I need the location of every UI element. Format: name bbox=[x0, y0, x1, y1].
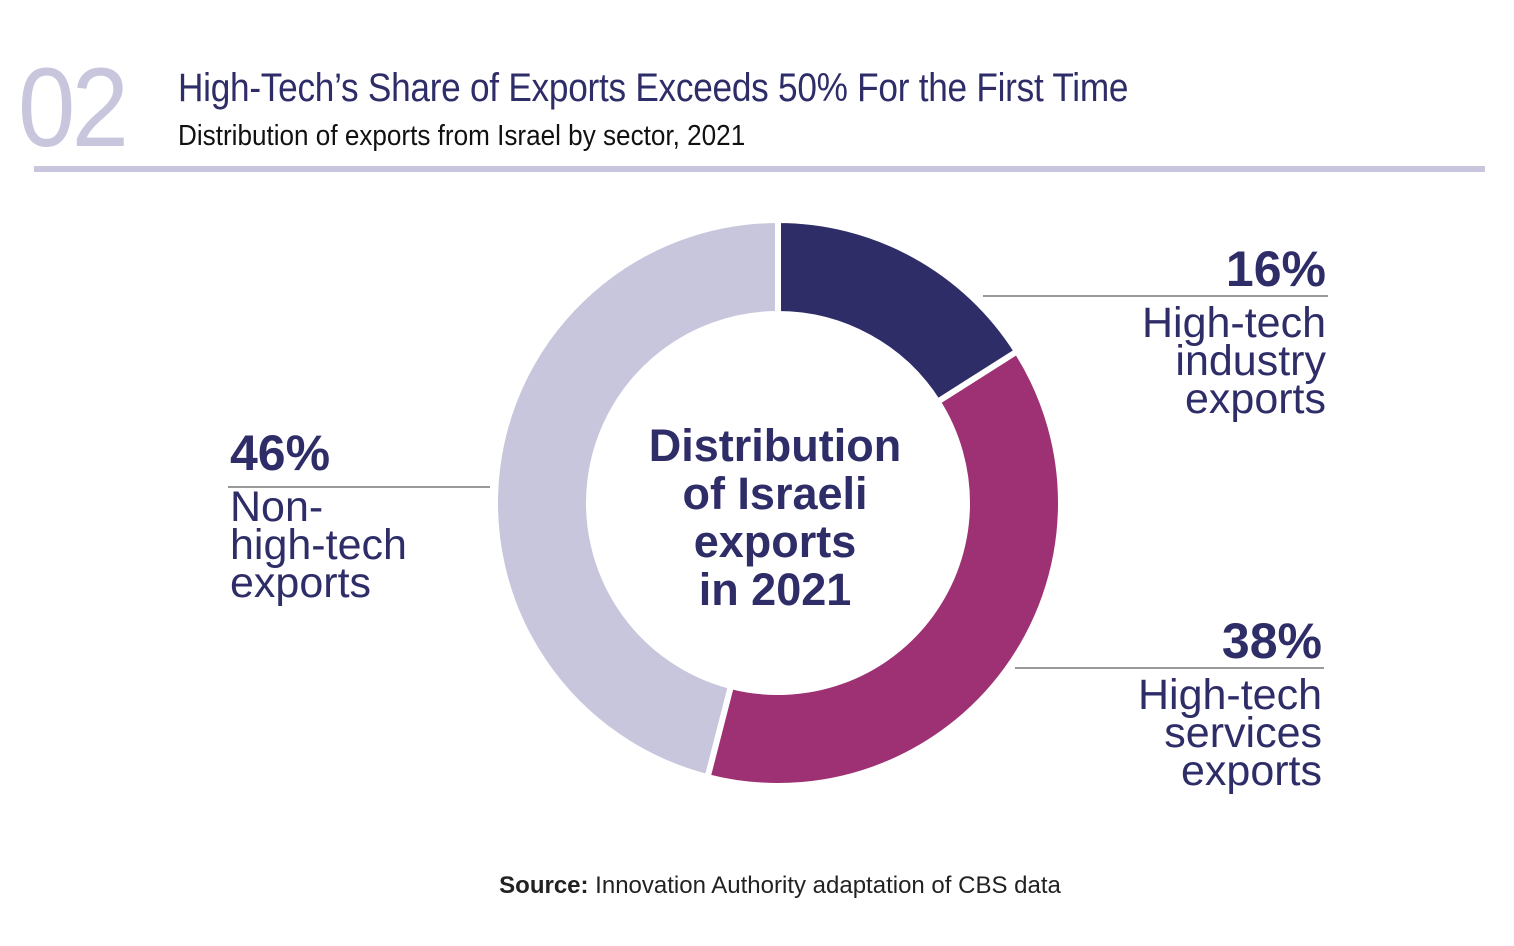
center-line: exports bbox=[693, 516, 857, 567]
chart-number: 02 bbox=[18, 45, 129, 170]
category-label: High-tech industry exports bbox=[1141, 299, 1326, 423]
center-line: of Israeli bbox=[682, 468, 868, 519]
chart-title: High-Tech’s Share of Exports Exceeds 50%… bbox=[178, 66, 1129, 110]
label-high-tech-services: 38% High-tech services exports bbox=[1137, 613, 1322, 795]
center-line: in 2021 bbox=[698, 564, 852, 615]
value-label: 46% bbox=[230, 425, 331, 481]
chart-subtitle: Distribution of exports from Israel by s… bbox=[178, 120, 746, 152]
category-label: High-tech services exports bbox=[1137, 671, 1322, 795]
label-non-high-tech: 46% Non-high-tech exports bbox=[230, 425, 407, 607]
donut-center-label: Distribution of Israeli exports in 2021 bbox=[620, 422, 930, 614]
value-label: 38% bbox=[1221, 613, 1322, 669]
category-label: Non-high-tech exports bbox=[230, 483, 407, 607]
source-note: Source: Innovation Authority adaptation … bbox=[499, 872, 1061, 899]
header-divider bbox=[34, 166, 1485, 172]
donut-slice-3 bbox=[492, 216, 781, 781]
donut-slice-2 bbox=[703, 347, 1064, 789]
label-high-tech-industry: 16% High-tech industry exports bbox=[1141, 241, 1326, 423]
donut-slice-1 bbox=[775, 216, 1022, 406]
value-label: 16% bbox=[1225, 241, 1326, 297]
center-line: Distribution bbox=[648, 420, 902, 471]
